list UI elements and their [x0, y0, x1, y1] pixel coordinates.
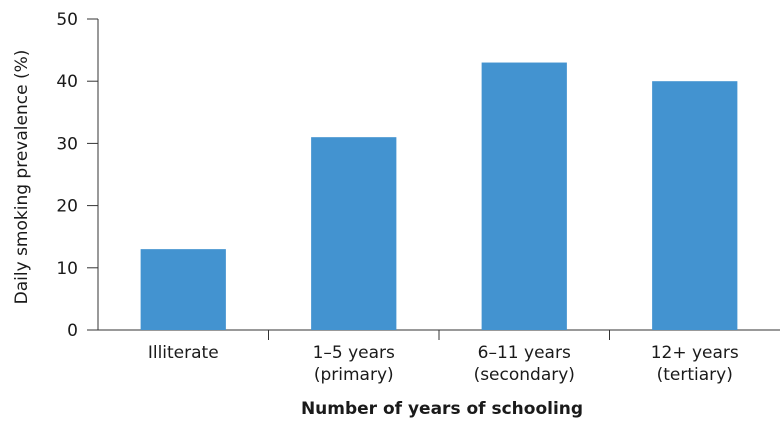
category-label: (secondary) — [474, 365, 575, 385]
y-tick-label: 30 — [56, 134, 78, 154]
x-axis — [98, 329, 780, 340]
y-axis-title: Daily smoking prevalence (%) — [12, 50, 32, 305]
category-label: (tertiary) — [657, 365, 733, 385]
bar — [311, 137, 397, 330]
y-tick-label: 20 — [56, 197, 78, 217]
bar — [140, 249, 226, 330]
category-label: 12+ years — [651, 343, 739, 363]
bars — [140, 62, 738, 330]
y-tick-label: 10 — [56, 259, 78, 279]
y-axis: 0 10 20 30 40 50 — [56, 10, 99, 341]
category-label: 1–5 years — [313, 343, 395, 363]
x-axis-title: Number of years of schooling — [301, 399, 583, 419]
y-tick-label: 0 — [67, 321, 78, 341]
y-tick-label: 40 — [56, 72, 78, 92]
y-tick-label: 50 — [56, 10, 78, 30]
bar — [481, 62, 567, 330]
category-labels: Illiterate 1–5 years(primary) 6–11 years(s… — [148, 343, 739, 385]
category-label: 6–11 years — [478, 343, 571, 363]
category-label: Illiterate — [148, 343, 219, 363]
category-label: (primary) — [314, 365, 394, 385]
bar — [652, 81, 738, 330]
